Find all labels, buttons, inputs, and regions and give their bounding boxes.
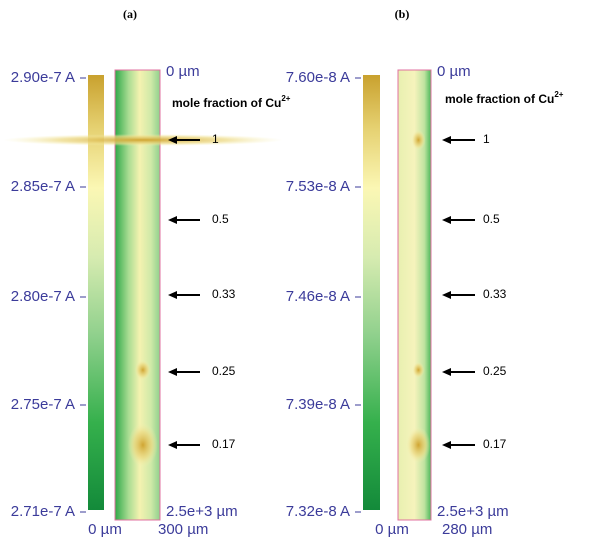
colorbar-tick-label: 2.90e-7 A xyxy=(11,69,75,86)
colorbar xyxy=(88,75,104,510)
arrow-head xyxy=(442,136,451,144)
arrow-head xyxy=(168,368,177,376)
arrow-head xyxy=(442,291,451,299)
arrow-head xyxy=(168,216,177,224)
marker-label: 0.17 xyxy=(483,437,507,451)
width-end-label: 300 µm xyxy=(158,521,208,538)
legend-superscript: 2+ xyxy=(554,90,563,99)
panel-label: (a) xyxy=(123,7,137,21)
depth-top-label: 0 µm xyxy=(166,63,200,80)
depth-bottom-label: 2.5e+3 µm xyxy=(437,503,509,520)
colorbar-tick-label: 2.85e-7 A xyxy=(11,178,75,195)
width-end-label: 280 µm xyxy=(442,521,492,538)
heatmap-spot xyxy=(2,134,283,146)
marker-label: 0.5 xyxy=(212,212,229,226)
arrow-head xyxy=(168,441,177,449)
colorbar-tick-label: 2.71e-7 A xyxy=(11,503,75,520)
colorbar-tick-label: 7.39e-8 A xyxy=(286,396,350,413)
colorbar-tick-label: 7.53e-8 A xyxy=(286,178,350,195)
heatmap-spot xyxy=(127,423,158,467)
legend-title: mole fraction of Cu2+ xyxy=(172,94,291,110)
colorbar-tick-label: 7.60e-8 A xyxy=(286,69,350,86)
arrow-head xyxy=(442,368,451,376)
heatmap-spot xyxy=(406,427,431,463)
marker-label: 1 xyxy=(212,132,219,146)
marker-label: 0.33 xyxy=(483,287,507,301)
marker-label: 0.5 xyxy=(483,212,500,226)
colorbar-tick-label: 7.32e-8 A xyxy=(286,503,350,520)
marker-label: 0.17 xyxy=(212,437,236,451)
colorbar-tick-label: 7.46e-8 A xyxy=(286,288,350,305)
arrow-head xyxy=(442,441,451,449)
depth-bottom-label: 2.5e+3 µm xyxy=(166,503,238,520)
arrow-head xyxy=(168,136,177,144)
legend-title-text: mole fraction of Cu xyxy=(172,96,281,110)
marker-label: 0.33 xyxy=(212,287,236,301)
colorbar xyxy=(363,75,380,510)
legend-title: mole fraction of Cu2+ xyxy=(445,90,564,106)
depth-top-label: 0 µm xyxy=(437,63,471,80)
arrow-head xyxy=(442,216,451,224)
legend-superscript: 2+ xyxy=(281,94,290,103)
width-start-label: 0 µm xyxy=(88,521,122,538)
legend-title-text: mole fraction of Cu xyxy=(445,92,554,106)
panel-label: (b) xyxy=(395,7,410,21)
marker-label: 0.25 xyxy=(483,364,507,378)
heatmap-spot xyxy=(411,130,426,150)
marker-label: 0.25 xyxy=(212,364,236,378)
heatmap-spot xyxy=(134,360,151,380)
colorbar-tick-label: 2.80e-7 A xyxy=(11,288,75,305)
marker-label: 1 xyxy=(483,132,490,146)
width-start-label: 0 µm xyxy=(375,521,409,538)
heatmap-spot xyxy=(412,362,425,378)
colorbar-tick-label: 2.75e-7 A xyxy=(11,396,75,413)
arrow-head xyxy=(168,291,177,299)
